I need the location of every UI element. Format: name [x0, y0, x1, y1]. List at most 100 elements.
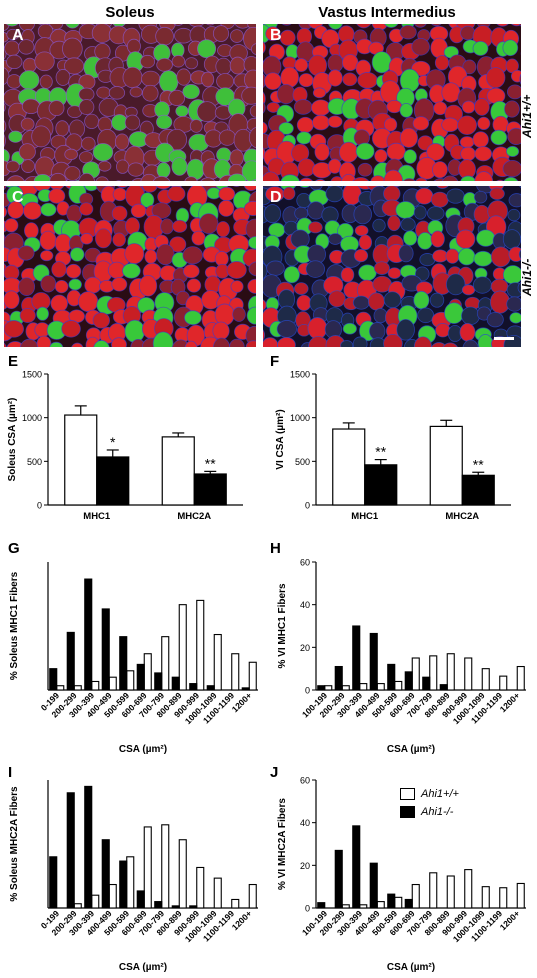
x-axis-label: CSA (µm²) — [119, 744, 167, 755]
bar — [317, 685, 326, 691]
panel-letter-b: B — [270, 27, 282, 44]
bar — [84, 785, 93, 909]
bar — [387, 893, 396, 909]
significance-marker: * — [110, 434, 116, 450]
chart-vi-csa: 0 500 1000 1500 VI CSA (µm²) MHC1 MHC2A ** ** — [275, 370, 511, 522]
bar — [189, 683, 198, 691]
legend-label-knockout: Ahi1-/- — [421, 806, 454, 818]
bar — [439, 684, 448, 691]
bar — [334, 849, 343, 909]
chart-soleus-mhc2a-dist: % Soleus MHC2A Fibers0-199200-299300-399… — [9, 780, 258, 973]
bar — [154, 672, 163, 691]
bar — [404, 671, 413, 691]
y-tick-label: 20 — [300, 643, 310, 653]
y-tick-label: 0 — [37, 501, 42, 511]
bar — [73, 903, 82, 909]
bar — [429, 872, 438, 909]
y-tick-label: 1000 — [290, 413, 310, 423]
chart-letter-j: J — [270, 764, 279, 781]
y-tick-label: 0 — [305, 501, 310, 511]
bar — [481, 668, 490, 691]
panel-letter-c: C — [12, 189, 24, 206]
bar — [196, 866, 205, 909]
y-axis-label: % VI MHC2A Fibers — [277, 798, 288, 890]
bar — [231, 653, 240, 691]
panel-letter-d: D — [270, 189, 282, 206]
bar — [91, 680, 100, 691]
y-axis-label: VI CSA (µm²) — [275, 409, 286, 469]
category-label: 1200+ — [498, 908, 522, 932]
bar — [411, 883, 420, 909]
bar — [464, 869, 473, 909]
bar — [464, 657, 473, 691]
x-axis-label: CSA (µm²) — [387, 744, 435, 755]
y-tick-label: 500 — [27, 457, 42, 467]
bar — [189, 905, 198, 909]
bar — [66, 792, 75, 909]
legend-label-wildtype: Ahi1+/+ — [421, 788, 459, 800]
bar — [359, 683, 368, 691]
y-tick-label: 20 — [300, 861, 310, 871]
bar — [341, 904, 350, 909]
bar — [369, 632, 378, 691]
bar — [161, 636, 170, 691]
y-axis-label: % Soleus MHC2A Fibers — [9, 786, 20, 902]
y-tick-label: 40 — [300, 818, 310, 828]
bar — [369, 862, 378, 909]
significance-marker: ** — [473, 456, 484, 472]
micrograph-vi-knockout — [263, 186, 521, 347]
bar — [171, 905, 180, 909]
y-axis-label: Soleus CSA (µm²) — [7, 398, 18, 482]
chart-letter-i: I — [8, 764, 13, 781]
bar — [429, 425, 463, 506]
bar — [178, 839, 187, 909]
bar — [143, 653, 152, 691]
micrograph-soleus-wildtype — [4, 24, 256, 181]
legend-item-wildtype: Ahi1+/+ — [400, 788, 459, 800]
bar — [119, 636, 128, 691]
y-axis-label: % Soleus MHC1 Fibers — [9, 571, 20, 680]
bar — [126, 670, 135, 691]
bar — [101, 608, 110, 691]
bar — [411, 657, 420, 691]
y-tick-label: 0 — [305, 686, 310, 696]
category-label: MHC1 — [83, 511, 111, 522]
bar — [108, 883, 117, 909]
y-tick-label: 60 — [300, 558, 310, 568]
bar — [91, 894, 100, 909]
bar — [499, 887, 508, 909]
bar — [516, 665, 525, 691]
bar — [429, 655, 438, 691]
chart-letter-f: F — [270, 353, 280, 370]
row-label-wildtype: Ahi1+/+ — [520, 94, 534, 138]
panel-letter-a: A — [12, 27, 24, 44]
bar — [206, 685, 215, 691]
bar — [352, 625, 361, 691]
bar — [394, 896, 403, 909]
bar — [461, 474, 495, 506]
category-label: MHC2A — [177, 511, 211, 522]
row-label-knockout: Ahi1-/- — [520, 258, 534, 296]
bar — [161, 824, 170, 909]
bar — [317, 902, 326, 909]
chart-letter-e: E — [8, 353, 19, 370]
bar — [248, 883, 257, 909]
bar — [84, 578, 93, 691]
bar — [394, 680, 403, 691]
legend-swatch-white — [400, 788, 415, 800]
bar — [332, 428, 366, 506]
bar — [341, 685, 350, 691]
bar — [136, 663, 145, 691]
bar — [364, 464, 398, 506]
bar — [101, 839, 110, 909]
legend-item-knockout: Ahi1-/- — [400, 806, 453, 818]
bar — [387, 663, 396, 691]
x-axis-label: CSA (µm²) — [387, 962, 435, 973]
scale-bar — [494, 337, 514, 340]
chart-letter-h: H — [270, 540, 281, 557]
column-title-vastus: Vastus Intermedius — [318, 4, 456, 21]
bar — [334, 665, 343, 691]
category-label: 1200+ — [230, 908, 254, 932]
